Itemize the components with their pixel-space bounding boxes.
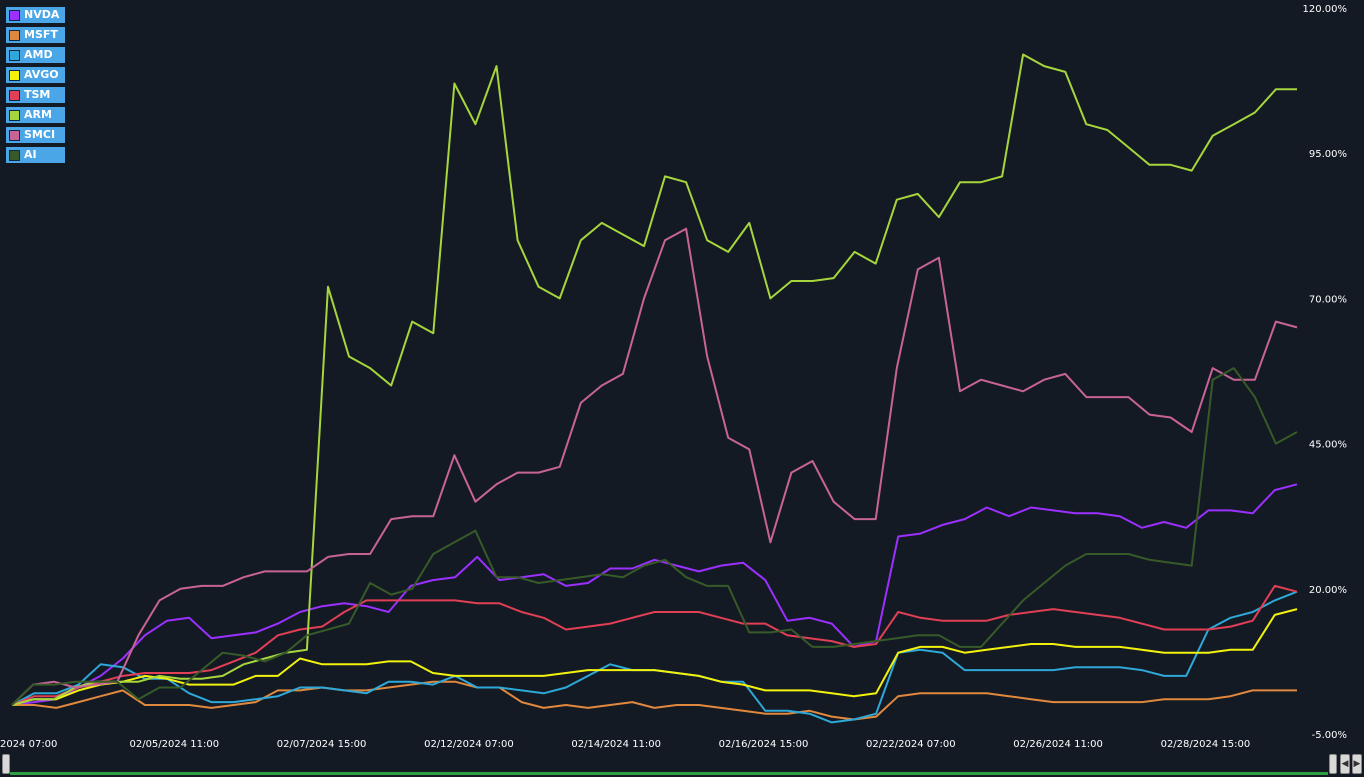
- legend-swatch-icon: [9, 9, 20, 21]
- legend-item-tsm[interactable]: TSM: [6, 87, 66, 103]
- legend-swatch-icon: [9, 109, 20, 121]
- legend-label: AI: [24, 148, 37, 161]
- legend-label: ARM: [24, 108, 52, 121]
- x-tick-label: 02/05/2024 11:00: [129, 739, 219, 750]
- scroll-right-arrow-icon[interactable]: ▶: [1352, 754, 1362, 774]
- series-line-msft[interactable]: [12, 680, 1297, 721]
- series-line-smci[interactable]: [11, 227, 1298, 706]
- legend-swatch-icon: [9, 149, 20, 161]
- series-line-nvda[interactable]: [11, 483, 1298, 706]
- price-chart[interactable]: 120.00% 95.00% 70.00% 45.00% 20.00% -5.00% /20…: [0, 0, 1364, 752]
- y-tick-label: 120.00%: [1303, 4, 1348, 15]
- series-line-arm[interactable]: [11, 53, 1297, 706]
- series-line-avgo[interactable]: [11, 608, 1298, 706]
- legend-item-nvda[interactable]: NVDA: [6, 7, 66, 23]
- x-tick-label: 02/16/2024 15:00: [719, 739, 809, 750]
- legend-item-avgo[interactable]: AVGO: [6, 67, 66, 83]
- legend-swatch-icon: [9, 129, 20, 141]
- legend-label: SMCI: [24, 128, 56, 141]
- series-line-ai[interactable]: [11, 367, 1298, 706]
- scroll-handle-left[interactable]: [2, 754, 10, 774]
- legend-item-msft[interactable]: MSFT: [6, 27, 66, 43]
- legend-label: NVDA: [24, 8, 60, 21]
- chart-legend: NVDA MSFT AMD AVGO TSM ARM SMCI AI: [6, 7, 66, 167]
- y-tick-label: 20.00%: [1309, 585, 1347, 596]
- legend-item-amd[interactable]: AMD: [6, 47, 66, 63]
- x-tick-label: 02/14/2024 11:00: [571, 739, 661, 750]
- legend-swatch-icon: [9, 89, 20, 101]
- x-tick-label: /2024 07:00: [0, 739, 57, 750]
- x-tick-label: 02/07/2024 15:00: [277, 739, 367, 750]
- y-tick-label: 95.00%: [1309, 149, 1347, 160]
- scroll-handle-right[interactable]: [1329, 754, 1337, 774]
- legend-label: AMD: [24, 48, 53, 61]
- legend-swatch-icon: [9, 29, 20, 41]
- x-tick-label: 02/26/2024 11:00: [1013, 739, 1103, 750]
- legend-label: TSM: [24, 88, 51, 101]
- legend-swatch-icon: [9, 69, 20, 81]
- y-tick-label: 45.00%: [1309, 440, 1347, 451]
- time-scrollbar[interactable]: ◀ ▶: [0, 752, 1364, 777]
- x-tick-label: 02/12/2024 07:00: [424, 739, 514, 750]
- scroll-left-arrow-icon[interactable]: ◀: [1340, 754, 1350, 774]
- y-tick-label: 70.00%: [1309, 294, 1347, 305]
- legend-item-ai[interactable]: AI: [6, 147, 66, 163]
- legend-swatch-icon: [9, 49, 20, 61]
- series-line-tsm[interactable]: [11, 584, 1298, 706]
- legend-label: AVGO: [24, 68, 59, 81]
- legend-item-smci[interactable]: SMCI: [6, 127, 66, 143]
- legend-item-arm[interactable]: ARM: [6, 107, 66, 123]
- x-tick-label: 02/28/2024 15:00: [1161, 739, 1251, 750]
- legend-label: MSFT: [24, 28, 58, 41]
- scrollbar-track[interactable]: [10, 772, 1328, 775]
- x-tick-label: 02/22/2024 07:00: [866, 739, 956, 750]
- y-tick-label: -5.00%: [1312, 730, 1347, 741]
